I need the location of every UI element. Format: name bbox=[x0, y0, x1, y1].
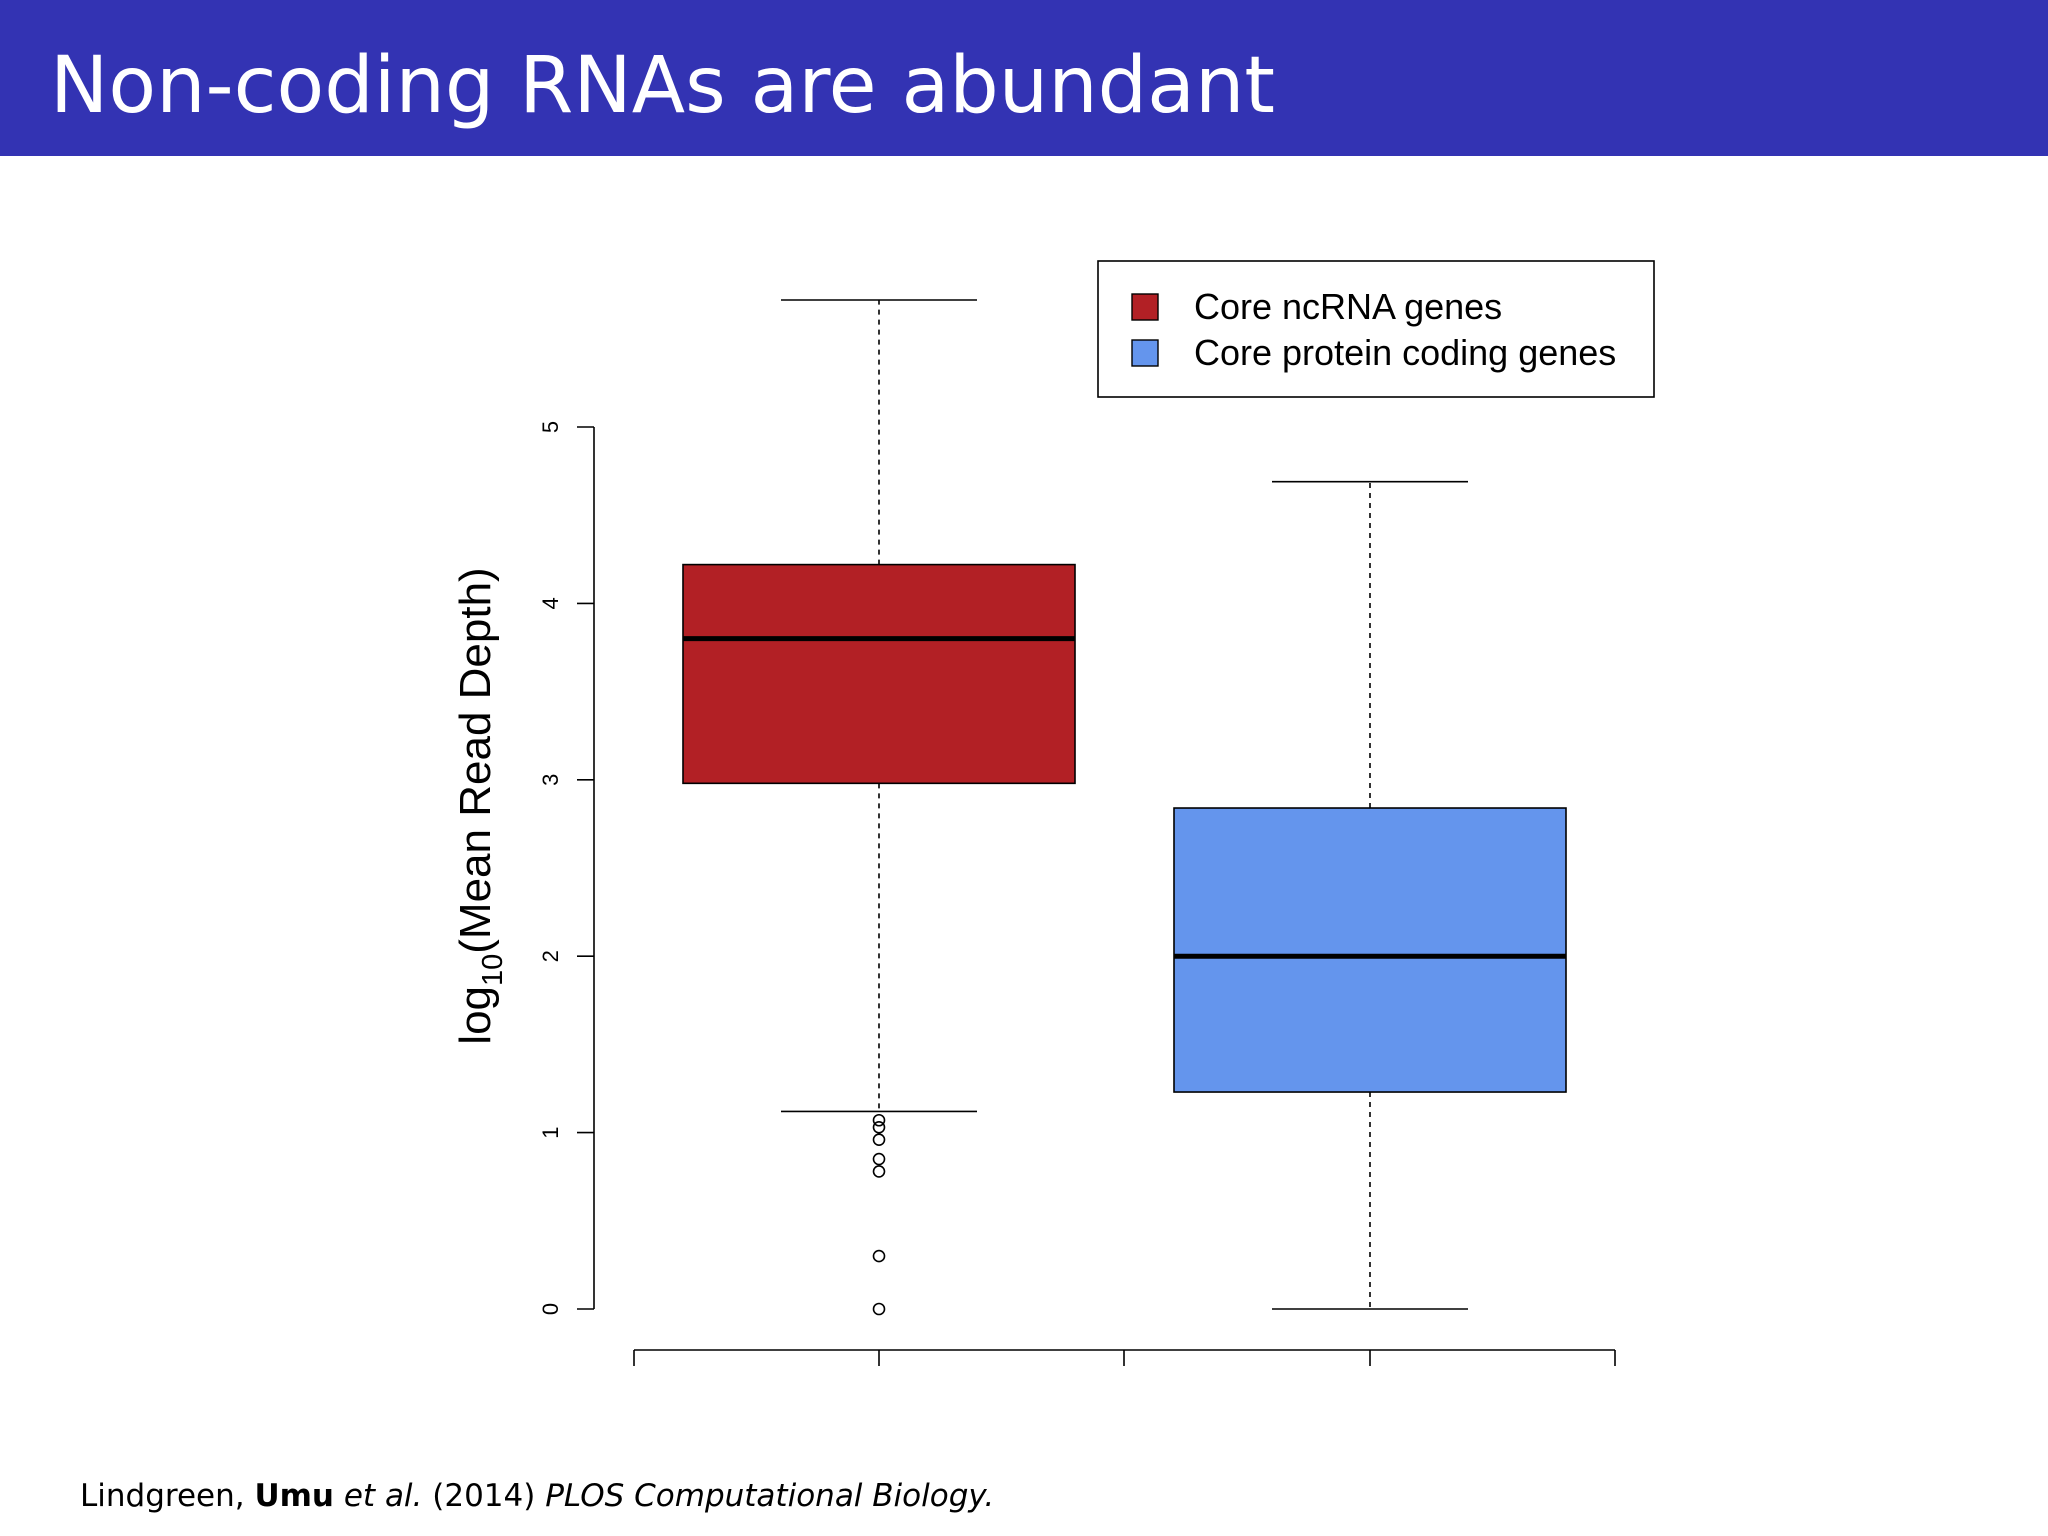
x-axis bbox=[633, 1349, 1616, 1366]
legend-swatch-1 bbox=[1131, 339, 1159, 367]
y-axis-label: log10(Mean Read Depth) bbox=[451, 567, 509, 1044]
y-tick-label-3: 3 bbox=[538, 774, 563, 786]
y-axis: 0 1 2 3 4 5 bbox=[538, 421, 595, 1315]
legend-swatch-0 bbox=[1131, 293, 1159, 321]
y-tick-label-2: 2 bbox=[538, 950, 563, 962]
title-bar: Non-coding RNAs are abundant bbox=[0, 0, 2048, 156]
legend-label-1: Core protein coding genes bbox=[1194, 332, 1616, 373]
box-group-0 bbox=[682, 299, 1076, 1316]
legend: Core ncRNA genes Core protein coding gene… bbox=[1097, 260, 1655, 398]
outlier-point-0-5 bbox=[872, 1249, 886, 1263]
y-tick-label-1: 1 bbox=[538, 1126, 563, 1138]
outlier-point-0-2 bbox=[872, 1133, 886, 1146]
outlier-point-0-4 bbox=[872, 1165, 886, 1178]
citation: Lindgreen, Umu et al. (2014) PLOS Comput… bbox=[80, 1476, 994, 1516]
y-tick-label-4: 4 bbox=[538, 597, 563, 609]
slide-title: Non-coding RNAs are abundant bbox=[50, 41, 1275, 131]
outlier-point-0-0 bbox=[872, 1113, 886, 1127]
legend-box bbox=[1097, 260, 1655, 398]
y-axis-label-subscript: 10 bbox=[477, 954, 509, 986]
y-tick-label-5: 5 bbox=[538, 421, 563, 433]
box-1 bbox=[1173, 807, 1567, 1093]
outlier-point-0-6 bbox=[872, 1302, 886, 1316]
outlier-point-0-1 bbox=[872, 1121, 886, 1134]
box-group-1 bbox=[1173, 480, 1567, 1310]
citation-et-al: et al. bbox=[343, 1478, 423, 1514]
y-tick-label-0: 0 bbox=[538, 1303, 563, 1315]
y-axis-label-rest: (Mean Read Depth) bbox=[451, 567, 500, 953]
y-axis-label-main: log bbox=[451, 986, 500, 1045]
citation-year: (2014) bbox=[422, 1478, 546, 1514]
legend-label-0: Core ncRNA genes bbox=[1194, 286, 1502, 327]
citation-author-bold: Umu bbox=[254, 1478, 334, 1514]
citation-journal: PLOS Computational Biology. bbox=[545, 1478, 995, 1514]
citation-authors: Lindgreen, bbox=[80, 1478, 255, 1514]
box-0 bbox=[682, 563, 1076, 785]
outlier-point-0-3 bbox=[872, 1152, 886, 1166]
boxes bbox=[682, 299, 1567, 1316]
